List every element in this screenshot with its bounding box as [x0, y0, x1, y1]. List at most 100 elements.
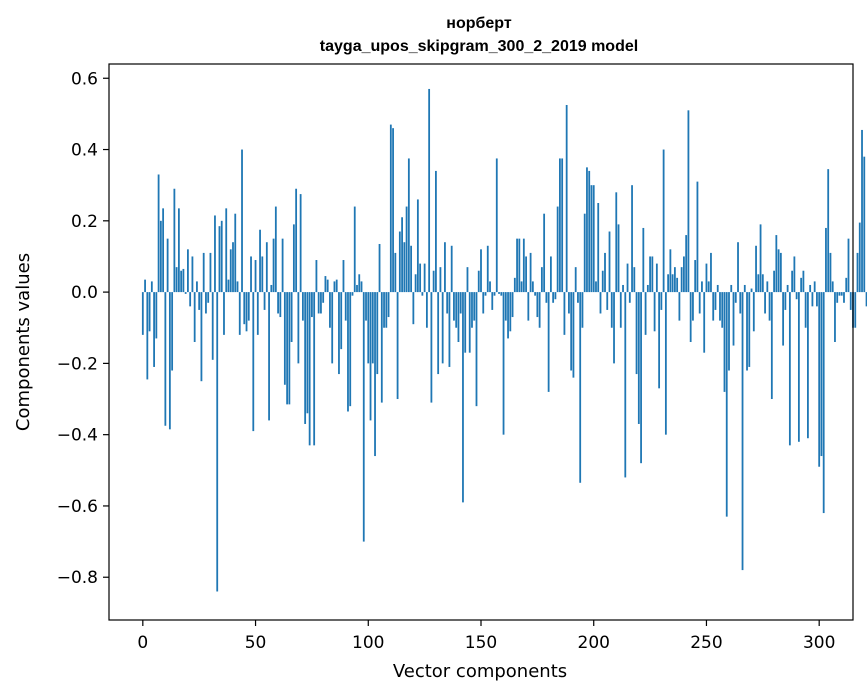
- bar-component-91: [347, 292, 349, 412]
- x-axis-label: Vector components: [393, 661, 567, 682]
- bar-component-71: [301, 292, 304, 321]
- bar-component-33: [216, 292, 219, 592]
- bar-component-216: [628, 292, 631, 303]
- bar-component-266: [741, 292, 744, 571]
- bar-component-160: [502, 292, 505, 435]
- bar-component-292: [800, 277, 803, 293]
- bar-component-311: [843, 292, 845, 303]
- bar-component-136: [448, 292, 451, 367]
- bar-component-159: [500, 292, 503, 296]
- bar-component-39: [229, 249, 232, 293]
- bar-component-173: [531, 281, 534, 293]
- bar-component-103: [374, 292, 376, 457]
- bar-component-182: [552, 292, 555, 303]
- bar-component-268: [746, 292, 748, 371]
- bar-component-40: [232, 242, 234, 293]
- bar-component-132: [439, 267, 442, 293]
- bar-component-168: [520, 281, 523, 293]
- bar-component-85: [333, 281, 336, 293]
- bar-component-58: [272, 238, 275, 293]
- bar-component-321: [865, 292, 867, 307]
- bar-component-102: [371, 292, 374, 364]
- bar-component-235: [671, 274, 674, 293]
- bar-component-7: [157, 174, 160, 293]
- bar-component-320: [863, 156, 866, 293]
- bar-component-11: [166, 238, 169, 293]
- bar-component-32: [214, 215, 216, 293]
- bar-component-192: [574, 267, 577, 293]
- bar-component-25: [198, 292, 201, 310]
- bar-component-280: [773, 270, 775, 293]
- bar-component-213: [622, 284, 624, 293]
- bar-component-240: [683, 256, 685, 293]
- bar-component-215: [626, 263, 629, 293]
- bar-component-126: [425, 292, 428, 328]
- bar-component-237: [676, 277, 679, 293]
- bar-component-83: [329, 292, 331, 328]
- bar-component-8: [159, 220, 162, 293]
- bar-component-66: [290, 292, 293, 342]
- bar-component-256: [719, 292, 721, 321]
- bar-component-202: [597, 203, 600, 293]
- bar-component-35: [220, 220, 223, 293]
- bar-component-123: [419, 263, 422, 293]
- bar-component-170: [525, 256, 527, 293]
- bar-component-30: [209, 252, 212, 293]
- bar-component-204: [601, 270, 604, 293]
- bar-component-248: [701, 281, 703, 293]
- y-tick-label: −0.8: [57, 568, 98, 588]
- bar-component-9: [162, 208, 165, 293]
- bar-component-207: [608, 231, 611, 293]
- bar-component-15: [175, 267, 178, 293]
- bar-component-90: [344, 292, 347, 321]
- bar-component-177: [540, 267, 543, 293]
- bar-component-187: [563, 292, 566, 335]
- bar-component-64: [286, 292, 289, 405]
- bar-component-162: [507, 292, 509, 339]
- bar-component-312: [845, 277, 848, 293]
- x-tick-label: 50: [245, 633, 267, 653]
- bar-component-201: [595, 281, 597, 293]
- bar-component-145: [468, 292, 471, 353]
- bar-component-110: [389, 124, 392, 293]
- bar-component-75: [311, 292, 313, 318]
- bar-component-121: [414, 274, 417, 293]
- bar-component-137: [450, 245, 453, 293]
- bar-component-269: [748, 292, 751, 367]
- bar-component-116: [403, 242, 406, 293]
- bar-component-198: [588, 170, 591, 293]
- bar-component-155: [491, 292, 494, 310]
- bar-component-228: [655, 263, 658, 293]
- bar-component-310: [840, 292, 843, 296]
- bar-component-295: [807, 292, 809, 439]
- bar-component-254: [714, 292, 717, 310]
- bar-component-14: [173, 188, 176, 293]
- bar-component-17: [180, 270, 183, 293]
- bar-component-2: [146, 292, 149, 380]
- bar-component-313: [847, 238, 850, 293]
- bar-component-92: [349, 292, 352, 407]
- bar-component-276: [764, 292, 766, 314]
- x-tick-label: 250: [690, 633, 722, 653]
- bar-component-84: [331, 292, 334, 364]
- bar-component-308: [836, 292, 839, 303]
- bar-component-165: [513, 277, 516, 293]
- bar-component-78: [317, 292, 320, 314]
- bar-component-251: [707, 281, 710, 293]
- bar-component-105: [378, 243, 381, 293]
- bar-component-46: [245, 292, 248, 332]
- bar-component-274: [759, 224, 762, 293]
- bar-component-87: [338, 292, 340, 375]
- bar-component-1: [144, 279, 146, 293]
- bar-component-264: [737, 242, 739, 293]
- bar-component-185: [559, 158, 561, 293]
- bar-component-117: [405, 206, 408, 293]
- bar-component-69: [297, 292, 300, 364]
- bar-component-272: [755, 245, 757, 293]
- bar-component-285: [784, 292, 787, 310]
- y-tick-label: −0.2: [57, 354, 98, 374]
- bar-component-180: [547, 292, 550, 392]
- bar-component-49: [252, 292, 255, 432]
- bar-component-20: [187, 249, 189, 293]
- bar-component-231: [662, 149, 665, 293]
